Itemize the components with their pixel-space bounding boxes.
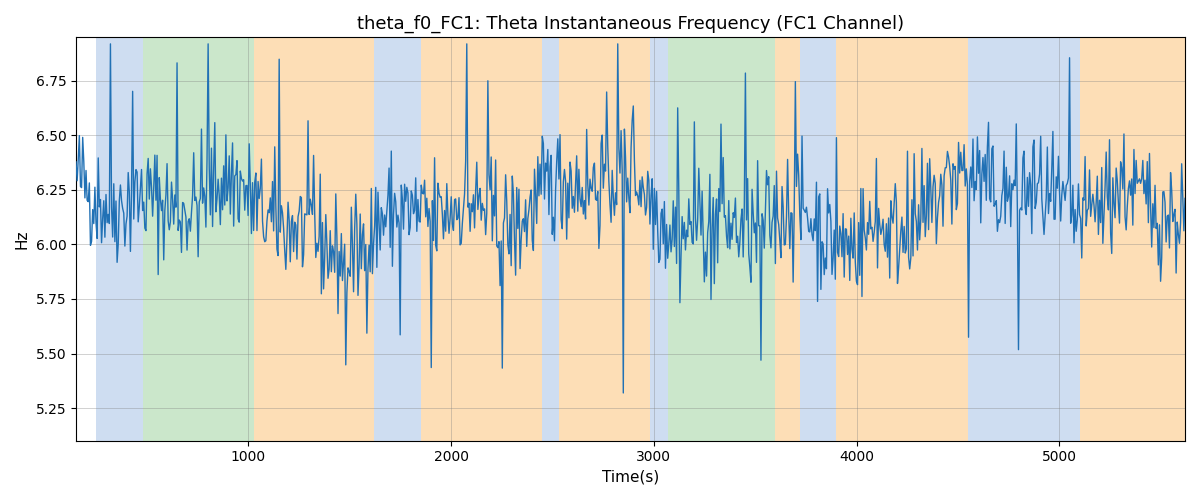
Bar: [542, 38, 558, 440]
Bar: [775, 38, 799, 440]
Bar: [374, 38, 421, 440]
Bar: [421, 38, 542, 440]
Bar: [143, 38, 254, 440]
Bar: [558, 38, 649, 440]
Bar: [1080, 38, 1186, 440]
Bar: [254, 38, 374, 440]
Title: theta_f0_FC1: Theta Instantaneous Frequency (FC1 Channel): theta_f0_FC1: Theta Instantaneous Freque…: [356, 15, 904, 34]
Bar: [968, 38, 1080, 440]
Bar: [799, 38, 836, 440]
X-axis label: Time(s): Time(s): [602, 470, 659, 485]
Bar: [96, 38, 143, 440]
Bar: [649, 38, 668, 440]
Y-axis label: Hz: Hz: [14, 230, 30, 249]
Bar: [836, 38, 968, 440]
Bar: [668, 38, 775, 440]
